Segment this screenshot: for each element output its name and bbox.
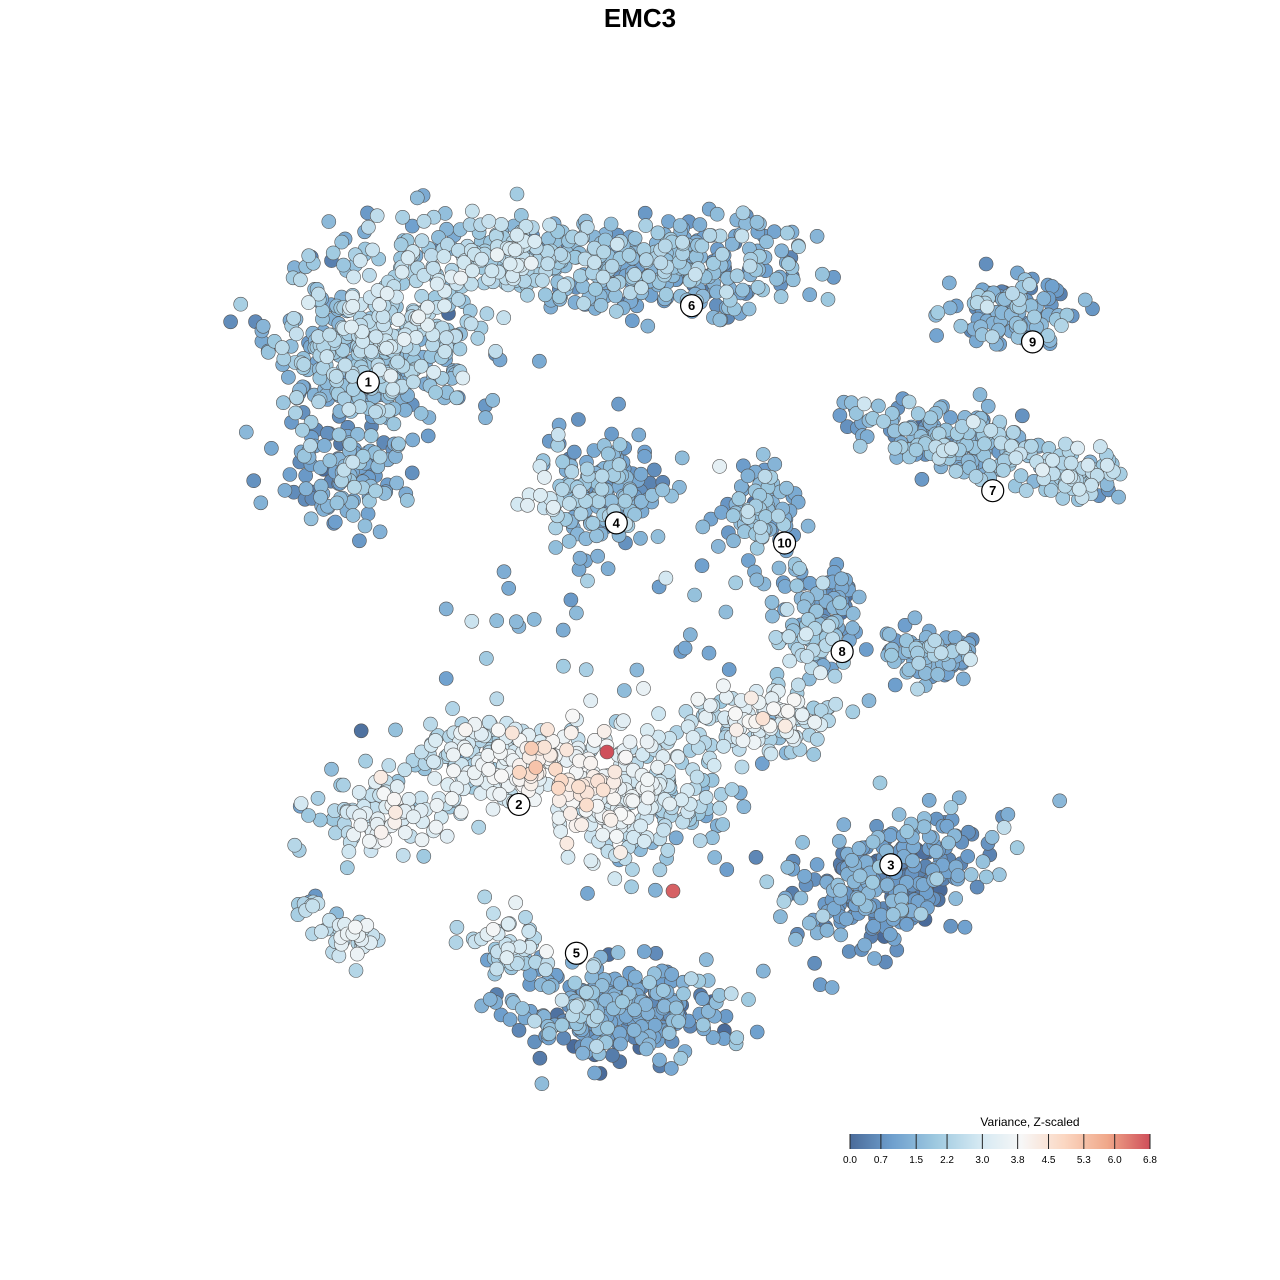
legend-tick-label: 5.3 (1077, 1155, 1091, 1166)
data-point (327, 514, 343, 530)
data-point (914, 471, 930, 487)
data-point (741, 553, 756, 568)
data-point (636, 944, 652, 959)
data-point (754, 756, 770, 771)
data-point (438, 671, 454, 686)
data-point (511, 1023, 527, 1038)
legend-tick-label: 6.8 (1143, 1155, 1157, 1166)
data-point (223, 314, 238, 330)
data-point (604, 426, 619, 442)
data-point (420, 428, 436, 444)
data-point (882, 927, 898, 942)
data-point (899, 917, 915, 932)
legend-tick-label: 3.0 (975, 1155, 989, 1166)
data-point (807, 955, 822, 971)
data-point (749, 1024, 765, 1040)
data-point (404, 465, 420, 481)
points-layer (223, 186, 1128, 1091)
data-point (624, 313, 640, 329)
legend-title: Variance, Z-scaled (980, 1115, 1079, 1129)
data-point (721, 662, 737, 677)
legend-tick-label: 0.7 (874, 1155, 888, 1166)
data-point (960, 849, 976, 864)
data-point (695, 991, 710, 1007)
legend-tick-label: 4.5 (1042, 1155, 1056, 1166)
data-point (580, 886, 595, 901)
data-point (929, 328, 944, 343)
data-point (352, 533, 367, 549)
data-point (832, 408, 848, 423)
data-point (571, 412, 586, 427)
data-point (611, 396, 626, 412)
data-point (677, 640, 693, 656)
data-point (969, 879, 985, 895)
legend-tick-label: 3.8 (1011, 1155, 1025, 1166)
data-point (637, 449, 652, 464)
data-point (353, 723, 369, 739)
data-point (866, 918, 882, 934)
data-point (694, 558, 710, 574)
data-point (719, 862, 735, 877)
data-point (566, 444, 582, 460)
data-point (701, 645, 717, 661)
legend-colorbar (850, 1134, 1150, 1149)
data-point (663, 1061, 679, 1076)
data-point (748, 849, 764, 865)
data-point (587, 1065, 602, 1081)
data-point (532, 1050, 548, 1066)
data-point (646, 462, 662, 478)
legend-tick-label: 6.0 (1108, 1155, 1122, 1166)
data-point (858, 642, 874, 657)
data-point (1014, 408, 1030, 424)
data-point (246, 473, 261, 489)
data-point (809, 857, 825, 872)
data-point (957, 919, 973, 935)
data-point (282, 467, 298, 482)
legend-tick-label: 1.5 (909, 1155, 923, 1166)
data-point (887, 677, 903, 693)
data-point (943, 918, 959, 934)
data-point (563, 592, 579, 608)
data-point (978, 256, 994, 272)
data-point (897, 617, 913, 633)
plot-title: EMC3 (603, 3, 677, 33)
legend-tick-label: 0.0 (843, 1155, 857, 1166)
legend-tick-label: 2.2 (940, 1155, 954, 1166)
